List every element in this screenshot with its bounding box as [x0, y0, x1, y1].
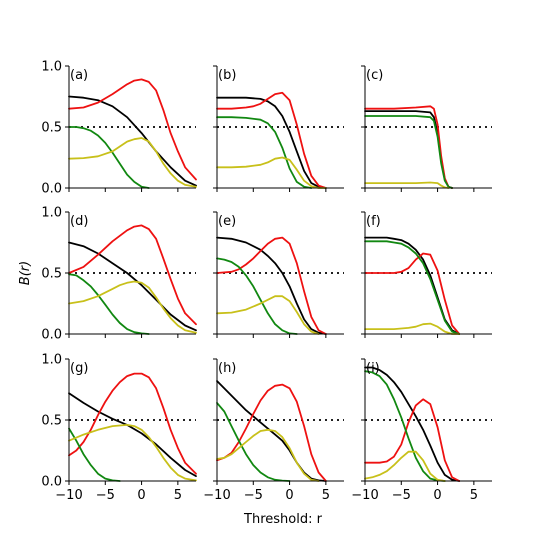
red-series-line	[364, 398, 461, 482]
panel-g: 0.0 0.5 1.0 −10 −5 0 5 (g)	[41, 353, 197, 503]
green-series-line	[216, 401, 291, 482]
panel-label: (b)	[218, 68, 236, 83]
y-tick-label: 0.5	[41, 121, 62, 136]
y-tick-label: 0.0	[41, 328, 62, 343]
panel-label: (c)	[366, 68, 383, 83]
x-tick-label: −5	[244, 488, 263, 503]
x-tick-label: 0	[285, 488, 293, 503]
olive-series-line	[68, 137, 197, 188]
black-series-line	[68, 241, 197, 332]
green-series-line	[364, 370, 446, 482]
red-series-line	[364, 252, 461, 335]
panel-f: (f)	[361, 211, 492, 338]
olive-series-line	[364, 322, 461, 335]
red-series-line	[68, 372, 197, 475]
x-axis-label: Threshold: r	[243, 512, 323, 527]
olive-series-line	[216, 428, 320, 482]
olive-series-line	[216, 156, 327, 189]
red-series-line	[216, 383, 327, 482]
black-series-line	[216, 236, 327, 335]
panel-c: (c)	[361, 65, 492, 192]
panel-b: (b)	[213, 65, 344, 192]
panel-label: (d)	[70, 214, 88, 229]
olive-series-line	[364, 450, 446, 482]
panel-d: 0.0 0.5 1.0 (d)	[41, 206, 197, 343]
green-series-line	[68, 273, 150, 335]
green-series-line	[216, 257, 298, 335]
olive-series-line	[216, 295, 320, 335]
x-tick-label: 0	[137, 488, 145, 503]
green-series-line	[364, 115, 454, 189]
black-series-line	[364, 366, 461, 482]
y-tick-label: 1.0	[41, 353, 62, 368]
panel-label: (h)	[218, 361, 236, 376]
black-series-line	[68, 392, 197, 478]
red-series-line	[68, 224, 197, 326]
x-tick-label: 5	[322, 488, 330, 503]
x-tick-label: −5	[392, 488, 411, 503]
panel-e: (e)	[213, 211, 344, 338]
panel-h: −10 −5 0 5 (h)	[203, 358, 344, 503]
red-series-line	[216, 236, 327, 335]
x-tick-label: 5	[470, 488, 478, 503]
x-tick-label: −10	[351, 488, 378, 503]
panel-label: (f)	[366, 214, 381, 229]
y-tick-label: 0.5	[41, 414, 62, 429]
green-series-line	[68, 126, 150, 189]
olive-series-line	[364, 181, 450, 189]
olive-series-line	[68, 423, 197, 482]
green-series-line	[68, 427, 121, 482]
panel-a: 0.0 0.5 1.0 (a)	[41, 60, 197, 197]
y-tick-label: 0.0	[41, 182, 62, 197]
black-series-line	[216, 380, 327, 482]
x-tick-label: 5	[174, 488, 182, 503]
y-tick-label: 0.5	[41, 267, 62, 282]
y-tick-label: 1.0	[41, 206, 62, 221]
x-tick-label: 0	[433, 488, 441, 503]
x-tick-label: −5	[96, 488, 115, 503]
green-series-line	[216, 116, 313, 189]
panel-i: −10 −5 0 5 (i)	[351, 358, 492, 503]
black-series-line	[216, 96, 327, 189]
x-tick-label: −10	[55, 488, 82, 503]
panel-label: (a)	[70, 68, 88, 83]
red-series-line	[216, 91, 327, 189]
green-series-line	[364, 240, 461, 335]
y-tick-label: 1.0	[41, 60, 62, 75]
black-series-line	[68, 95, 197, 187]
panel-grid: 0.00.51.0(a) (b) (c)0.00.51.0(d) (e) (f)0.00…	[41, 60, 492, 503]
panel-label: (e)	[218, 214, 236, 229]
x-tick-label: −10	[203, 488, 230, 503]
panel-label: (g)	[70, 361, 88, 376]
red-series-line	[68, 78, 197, 181]
panel-label: (i)	[366, 361, 380, 376]
y-axis-label: B(r)	[18, 261, 33, 285]
y-tick-label: 0.0	[41, 475, 62, 490]
olive-series-line	[68, 280, 197, 334]
